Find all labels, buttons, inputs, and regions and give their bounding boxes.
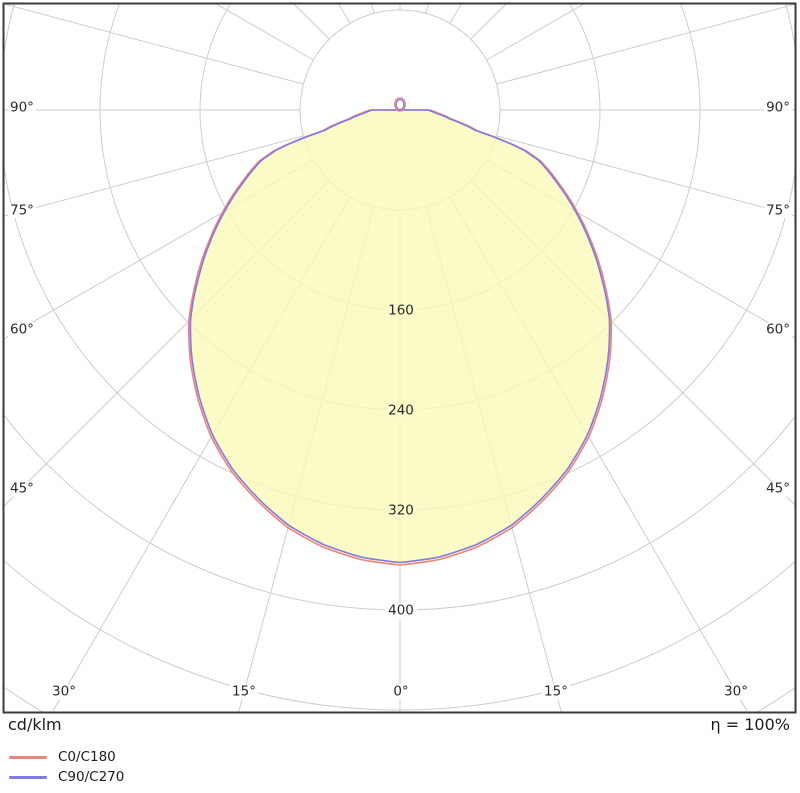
legend-item-c90-c270: C90/C270 (9, 767, 124, 787)
angle-label-bottom-2-0: 0° (391, 683, 411, 700)
upward-lobe-loop-c0 (394, 97, 406, 112)
c0-c180-curve (187, 109, 613, 566)
upward-lobe-loop-c90 (395, 98, 405, 111)
grid-spoke (293, 4, 330, 40)
efficiency-value: η = 100% (710, 715, 790, 734)
legend: C0/C180 C90/C270 (9, 747, 124, 787)
grid-spoke (496, 4, 795, 85)
grid-spoke (486, 4, 585, 61)
ring-label-400: 400 (385, 603, 417, 619)
ring-label-320: 320 (385, 503, 417, 519)
angle-label-right-45: 45° (764, 480, 792, 497)
grid-spoke (470, 4, 507, 40)
angle-label-left-60: 60° (8, 321, 36, 338)
angle-label-right-60: 60° (764, 321, 792, 338)
legend-item-c0-c180: C0/C180 (9, 747, 124, 767)
legend-label: C0/C180 (58, 749, 116, 765)
distribution-fill (188, 110, 612, 565)
ring-label-240: 240 (385, 403, 417, 419)
legend-swatch (9, 775, 47, 779)
grid-spoke (4, 4, 304, 85)
angle-label-bottom-1-15: 15° (230, 683, 258, 700)
grid-spoke (215, 4, 314, 61)
angle-label-bottom-0-30: 30° (50, 683, 78, 700)
angle-label-right-90: 90° (764, 99, 792, 116)
angle-label-bottom-4-30: 30° (722, 683, 750, 700)
angle-label-bottom-3-15: 15° (542, 683, 570, 700)
angle-label-left-75: 75° (8, 202, 36, 219)
ring-label-160: 160 (385, 303, 417, 319)
c90-c270-curve (189, 109, 611, 564)
unit-label: cd/klm (8, 715, 62, 734)
angle-label-right-75: 75° (764, 202, 792, 219)
angle-label-left-90: 90° (8, 99, 36, 116)
legend-swatch (9, 755, 47, 759)
angle-label-left-45: 45° (8, 480, 36, 497)
grid-spoke (4, 135, 304, 217)
plot-border (2, 2, 797, 714)
legend-label: C90/C270 (58, 769, 125, 785)
grid-spoke (496, 135, 795, 217)
